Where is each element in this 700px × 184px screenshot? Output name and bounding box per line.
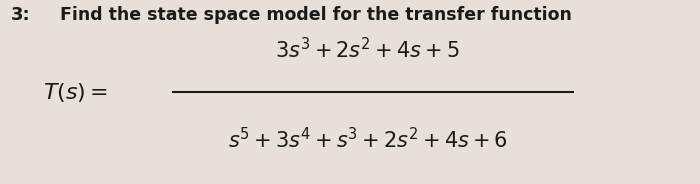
- Text: $s^5+3s^4+s^3+2s^2+4s+6$: $s^5+3s^4+s^3+2s^2+4s+6$: [228, 127, 508, 152]
- Text: Find the state space model for the transfer function: Find the state space model for the trans…: [60, 6, 571, 24]
- Text: $T(s)=$: $T(s)=$: [43, 81, 108, 103]
- Text: $3s^3+2s^2+4s+5$: $3s^3+2s^2+4s+5$: [275, 37, 460, 62]
- Text: 3:: 3:: [10, 6, 30, 24]
